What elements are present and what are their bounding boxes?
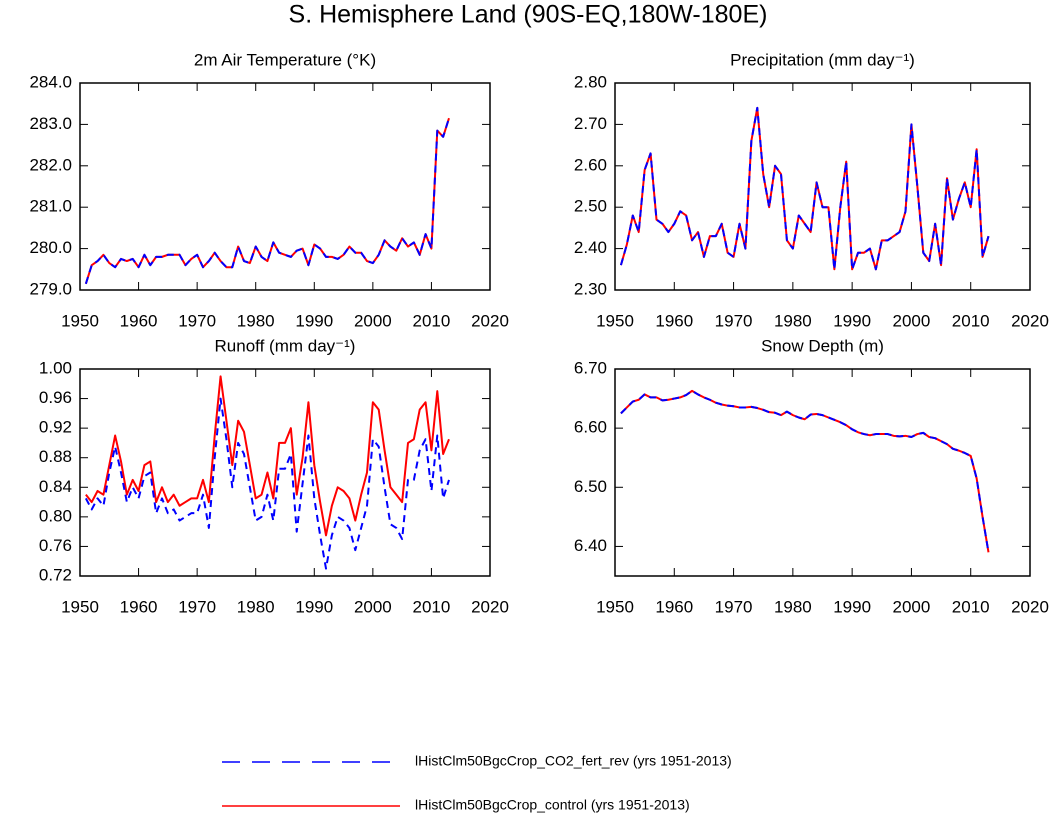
x-tick-label: 2000 xyxy=(893,597,931,616)
y-tick-label: 2.50 xyxy=(574,197,607,216)
x-tick-label: 2020 xyxy=(1011,597,1049,616)
x-tick-label: 1990 xyxy=(833,597,871,616)
series-line xyxy=(84,117,450,285)
y-tick-label: 2.80 xyxy=(574,72,607,91)
series-line xyxy=(619,106,990,271)
x-tick-label: 1990 xyxy=(833,311,871,330)
x-tick-label: 2020 xyxy=(471,597,509,616)
legend-label: lHistClm50BgcCrop_control (yrs 1951-2013… xyxy=(415,797,690,813)
y-tick-label: 6.60 xyxy=(574,418,607,437)
legend-label: lHistClm50BgcCrop_CO2_fert_rev (yrs 1951… xyxy=(415,753,732,769)
x-tick-label: 1950 xyxy=(61,597,99,616)
x-tick-label: 1950 xyxy=(596,311,634,330)
series-line xyxy=(619,106,990,271)
plot-frame xyxy=(79,82,491,291)
x-tick-label: 1980 xyxy=(237,597,275,616)
y-tick-label: 1.00 xyxy=(39,358,72,377)
y-tick-label: 2.70 xyxy=(574,114,607,133)
y-tick-label: 279.0 xyxy=(29,279,72,298)
y-tick-label: 0.96 xyxy=(39,388,72,407)
plot-frame xyxy=(614,82,1031,291)
x-tick-label: 2000 xyxy=(893,311,931,330)
x-tick-label: 1970 xyxy=(178,311,216,330)
y-tick-label: 280.0 xyxy=(29,238,72,257)
x-tick-label: 1960 xyxy=(655,311,693,330)
y-tick-label: 0.92 xyxy=(39,418,72,437)
y-tick-label: 284.0 xyxy=(29,72,72,91)
y-tick-label: 283.0 xyxy=(29,114,72,133)
panel-title: Precipitation (mm day⁻¹) xyxy=(730,50,915,69)
x-tick-label: 1990 xyxy=(295,311,333,330)
series-line xyxy=(84,117,450,285)
y-tick-label: 6.40 xyxy=(574,536,607,555)
y-tick-label: 0.76 xyxy=(39,536,72,555)
x-tick-label: 1990 xyxy=(295,597,333,616)
plot-frame xyxy=(614,368,1031,577)
x-tick-label: 2020 xyxy=(471,311,509,330)
x-tick-label: 1980 xyxy=(774,311,812,330)
series-line xyxy=(85,375,450,537)
x-tick-label: 1980 xyxy=(237,311,275,330)
x-tick-label: 2010 xyxy=(413,597,451,616)
series-line xyxy=(84,397,450,570)
y-tick-label: 0.88 xyxy=(39,447,72,466)
x-tick-label: 2010 xyxy=(952,597,990,616)
y-tick-label: 0.72 xyxy=(39,565,72,584)
y-tick-label: 2.60 xyxy=(574,155,607,174)
panel-title: Snow Depth (m) xyxy=(761,336,884,355)
series-line xyxy=(620,389,990,553)
plot-frame xyxy=(79,368,491,577)
x-tick-label: 2000 xyxy=(354,311,392,330)
x-tick-label: 1950 xyxy=(596,597,634,616)
x-tick-label: 1960 xyxy=(655,597,693,616)
x-tick-label: 1970 xyxy=(715,311,753,330)
y-tick-label: 2.40 xyxy=(574,238,607,257)
x-tick-label: 1970 xyxy=(715,597,753,616)
x-tick-label: 1960 xyxy=(120,597,158,616)
y-tick-label: 0.80 xyxy=(39,506,72,525)
x-tick-label: 2010 xyxy=(952,311,990,330)
series-line xyxy=(620,389,990,553)
x-tick-label: 2020 xyxy=(1011,311,1049,330)
panel-title: Runoff (mm day⁻¹) xyxy=(215,336,356,355)
y-tick-label: 2.30 xyxy=(574,279,607,298)
x-tick-label: 1960 xyxy=(120,311,158,330)
panel-title: 2m Air Temperature (°K) xyxy=(194,50,376,69)
y-tick-label: 0.84 xyxy=(39,477,72,496)
y-tick-label: 6.50 xyxy=(574,477,607,496)
x-tick-label: 1980 xyxy=(774,597,812,616)
figure-title: S. Hemisphere Land (90S-EQ,180W-180E) xyxy=(289,1,768,29)
x-tick-label: 2010 xyxy=(413,311,451,330)
y-tick-label: 282.0 xyxy=(29,155,72,174)
x-tick-label: 2000 xyxy=(354,597,392,616)
x-tick-label: 1970 xyxy=(178,597,216,616)
x-tick-label: 1950 xyxy=(61,311,99,330)
y-tick-label: 6.70 xyxy=(574,358,607,377)
y-tick-label: 281.0 xyxy=(29,197,72,216)
